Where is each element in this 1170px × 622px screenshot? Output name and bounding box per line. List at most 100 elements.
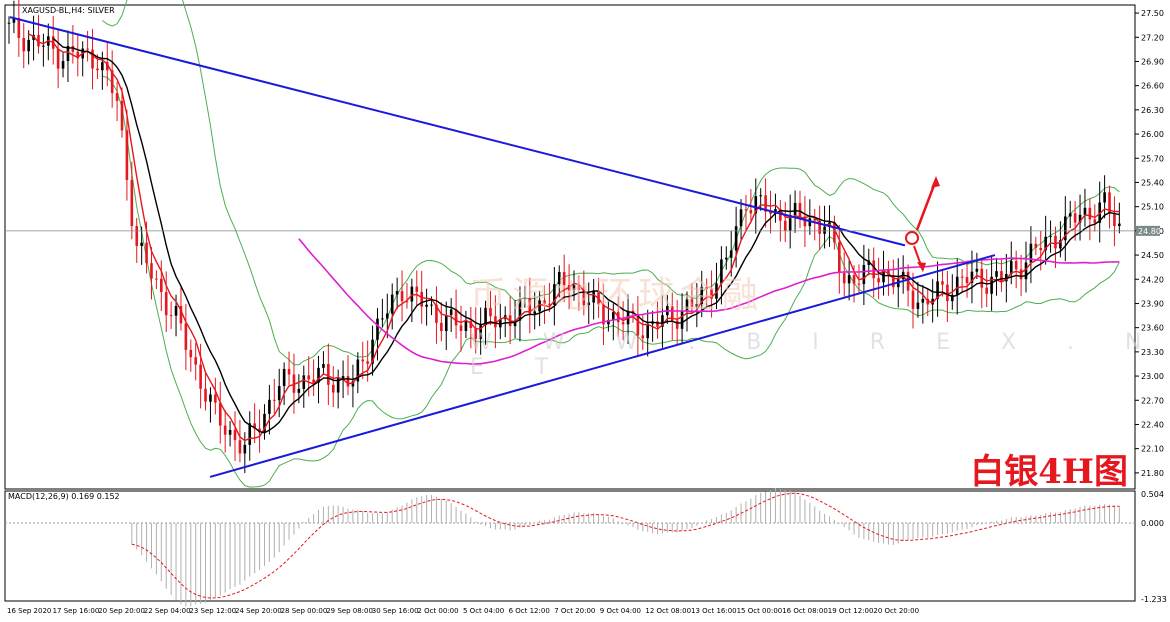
candle-body	[228, 429, 232, 435]
candle-body	[400, 291, 404, 302]
candle-body	[346, 376, 350, 387]
candle-body	[327, 364, 330, 385]
candle-body	[813, 218, 817, 221]
candle-body	[440, 322, 443, 332]
price-tick-label: 25.70	[1141, 154, 1164, 163]
candle-body	[641, 335, 645, 339]
price-tick-label: 23.00	[1141, 372, 1164, 381]
candle-body	[744, 209, 748, 211]
candle-body	[1034, 243, 1038, 248]
candle-body	[361, 359, 365, 362]
price-tick-label: 23.90	[1141, 299, 1164, 308]
candle-body	[690, 299, 694, 307]
candle-body	[287, 368, 291, 375]
candle-body	[572, 285, 576, 291]
candle-body	[160, 278, 163, 293]
current-price-label: 24.80	[1138, 227, 1161, 236]
price-tick-label: 27.20	[1141, 33, 1164, 42]
candle-body	[1068, 213, 1072, 217]
time-tick-label: 17 Sep 16:00	[53, 607, 100, 615]
watermark-url: W W W . B I R E X . N E T	[470, 330, 1164, 380]
time-tick-label: 6 Oct 12:00	[509, 607, 550, 615]
symbol-label: XAGUSD-BL,H4: SILVER	[22, 6, 115, 15]
candle-body	[857, 283, 861, 285]
candle-body	[209, 394, 212, 402]
macd-label: MACD(12,26,9) 0.169 0.152	[8, 492, 120, 501]
candle-body	[120, 100, 124, 131]
candle-body	[955, 276, 959, 295]
price-tick-label: 22.10	[1141, 445, 1164, 454]
candle-body	[101, 62, 104, 71]
candle-body	[612, 312, 615, 321]
candle-body	[322, 364, 325, 368]
candle-body	[115, 93, 119, 101]
price-tick-label: 24.20	[1141, 275, 1164, 284]
price-tick-label: 24.50	[1141, 251, 1164, 260]
candle-body	[695, 304, 699, 307]
candle-body	[105, 62, 109, 71]
candle-body	[430, 304, 433, 306]
time-tick-label: 12 Oct 08:00	[645, 607, 691, 615]
candle-body	[449, 309, 453, 315]
candle-body	[386, 313, 389, 319]
candle-body	[110, 70, 114, 94]
candle-body	[621, 322, 625, 325]
candle-body	[1054, 235, 1057, 249]
candle-body	[1014, 260, 1018, 270]
candle-body	[459, 325, 463, 331]
candle-body	[484, 307, 487, 326]
candle-body	[135, 225, 139, 246]
candle-body	[277, 386, 281, 401]
candle-body	[331, 384, 335, 393]
price-tick-label: 26.00	[1141, 130, 1164, 139]
candle-body	[22, 37, 26, 52]
price-tick-label: 27.50	[1141, 9, 1164, 18]
candle-body	[17, 18, 21, 38]
candle-body	[268, 399, 271, 414]
candle-body	[223, 425, 227, 435]
candle-body	[356, 359, 360, 382]
candle-body	[759, 195, 762, 197]
candle-body	[1113, 213, 1116, 227]
candle-body	[769, 211, 772, 214]
time-tick-label: 16 Sep 2020	[7, 607, 51, 615]
candle-body	[995, 271, 998, 277]
candle-body	[42, 45, 45, 47]
candle-body	[479, 325, 482, 339]
time-tick-label: 28 Sep 00:00	[281, 607, 328, 615]
candle-body	[680, 311, 684, 329]
candle-body	[582, 289, 586, 306]
candle-body	[405, 301, 409, 303]
candle-body	[381, 318, 384, 320]
candle-body	[366, 361, 369, 364]
candle-body	[56, 48, 60, 69]
time-tick-label: 20 Sep 20:00	[98, 607, 145, 615]
current-price-tag	[1136, 225, 1160, 236]
candle-body	[1005, 273, 1008, 282]
candle-body	[71, 45, 75, 52]
trend-lines	[5, 16, 1135, 478]
candle-body	[725, 257, 728, 260]
candle-body	[37, 34, 40, 47]
candle-body	[248, 423, 252, 445]
candle-body	[189, 349, 193, 358]
candle-body	[204, 388, 207, 402]
candle-body	[513, 320, 517, 327]
macd-panel: 0.504 0.000 -1.233	[5, 488, 1167, 607]
candle-body	[282, 368, 286, 387]
candle-body	[818, 220, 821, 234]
candle-body	[936, 281, 939, 299]
candle-body	[1083, 207, 1087, 215]
candle-body	[174, 305, 178, 316]
candle-body	[435, 304, 438, 323]
candle-body	[61, 61, 65, 69]
time-tick-label: 13 Oct 16:00	[691, 607, 737, 615]
time-tick-label: 15 Oct 00:00	[737, 607, 783, 615]
candle-body	[1000, 271, 1003, 282]
candle-body	[179, 305, 183, 324]
candle-body	[302, 375, 306, 389]
candle-body	[562, 271, 566, 286]
candle-body	[518, 298, 522, 321]
candle-body	[985, 287, 988, 294]
